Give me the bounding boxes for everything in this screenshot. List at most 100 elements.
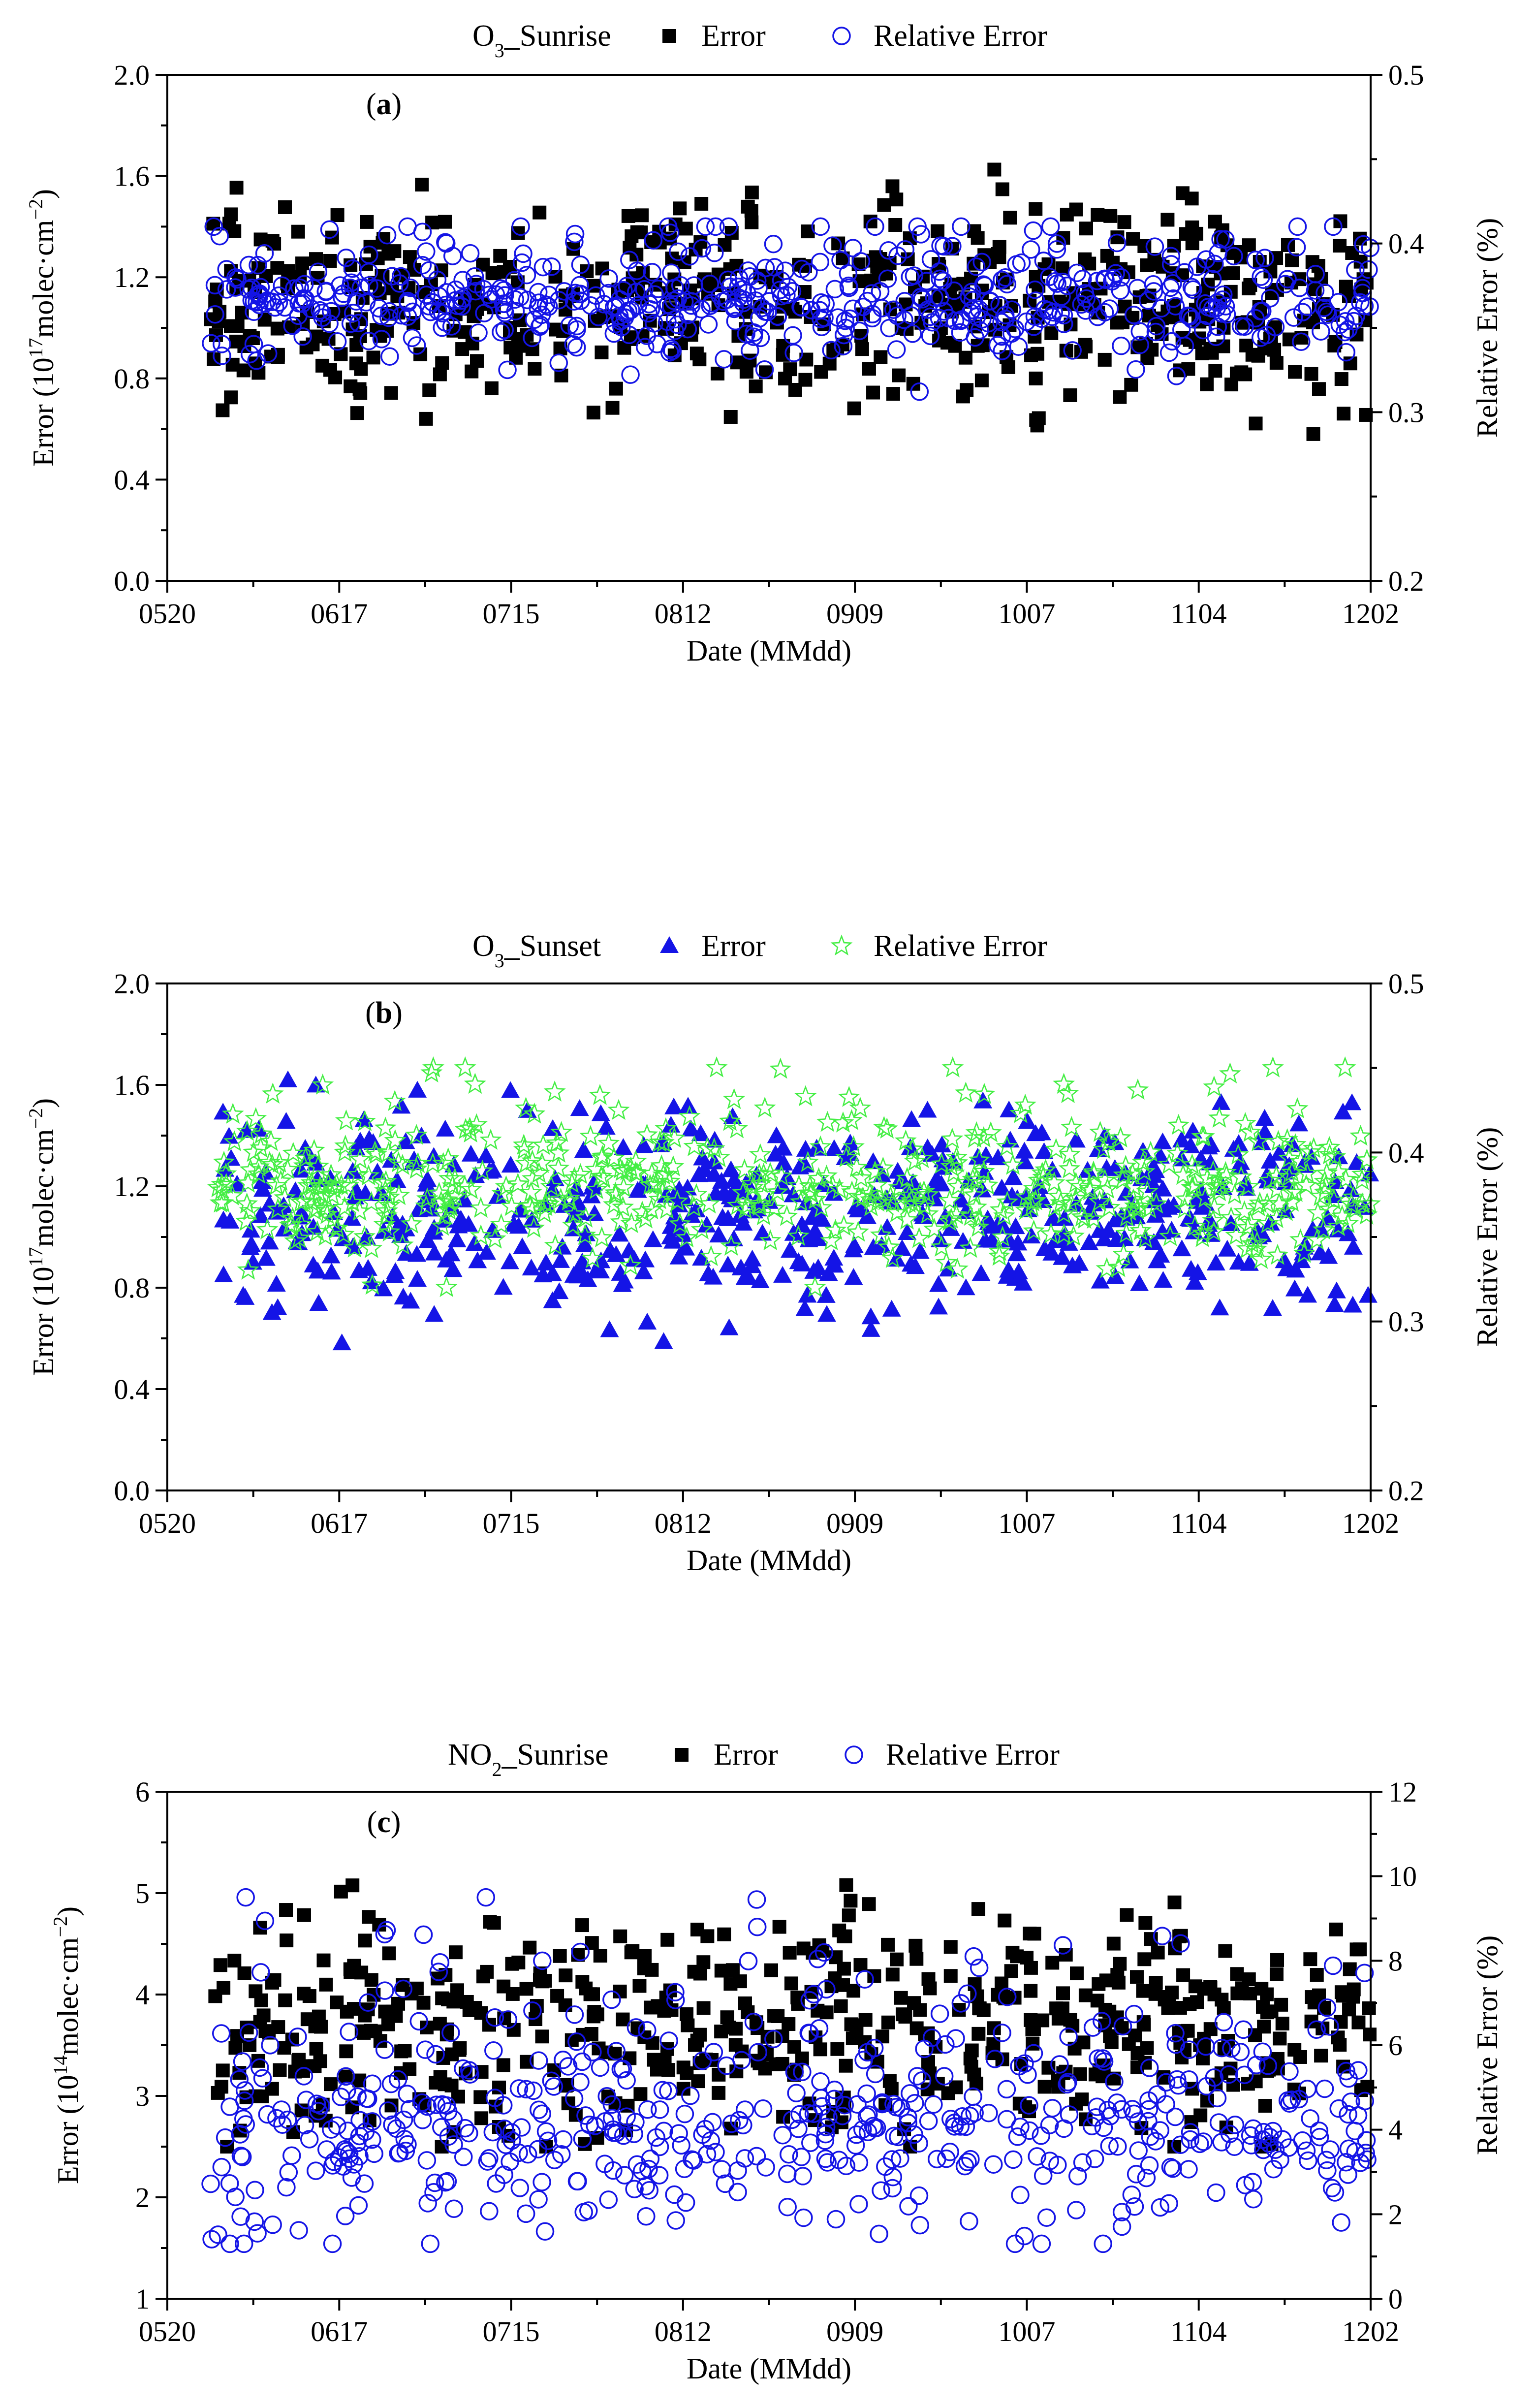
data-point	[951, 1994, 971, 2013]
data-point	[862, 362, 876, 376]
data-point	[1167, 1113, 1190, 1135]
data-point	[1208, 1169, 1230, 1191]
data-point	[1003, 211, 1017, 225]
data-point	[1166, 1142, 1189, 1163]
data-point	[744, 204, 758, 218]
panel-label: (a)	[366, 88, 402, 121]
data-point	[720, 1235, 743, 1256]
data-point	[1239, 1121, 1261, 1142]
data-point	[1258, 2099, 1272, 2113]
data-point	[542, 257, 561, 276]
data-point	[817, 1980, 836, 1999]
data-point	[419, 412, 433, 426]
data-point	[312, 1074, 334, 1095]
data-point	[1208, 1107, 1231, 1128]
data-point	[636, 338, 655, 357]
legend: O3_Sunset Error Relative Error	[472, 929, 1047, 972]
data-point	[922, 1144, 941, 1162]
data-point	[416, 1996, 431, 2010]
data-point	[415, 178, 429, 192]
data-point	[964, 1947, 983, 1966]
data-point	[653, 2081, 672, 2099]
data-point	[697, 2145, 717, 2164]
data-point	[279, 1070, 298, 1087]
data-point	[497, 265, 511, 279]
data-point	[680, 247, 699, 266]
data-point	[666, 1983, 685, 2001]
data-point	[597, 1132, 620, 1153]
data-point	[797, 1151, 819, 1172]
data-point	[1325, 1172, 1345, 1189]
data-point	[1287, 2043, 1302, 2057]
data-point	[590, 1165, 613, 1186]
data-point	[1034, 1142, 1054, 1159]
data-point	[866, 1173, 888, 1195]
data-point	[966, 328, 985, 347]
data-point	[673, 201, 687, 216]
data-point	[808, 1950, 827, 1968]
data-point	[930, 1230, 949, 1247]
data-point	[522, 1259, 541, 1276]
y-left-tick-label: 1.6	[114, 1069, 150, 1101]
data-point	[751, 328, 770, 348]
data-point	[204, 217, 223, 236]
data-point	[627, 283, 646, 301]
data-point	[813, 2097, 831, 2116]
y-right-tick-label: 0.2	[1388, 1475, 1424, 1507]
data-point	[510, 2179, 530, 2197]
data-point	[1201, 278, 1215, 292]
data-point	[1065, 1187, 1087, 1208]
data-point	[501, 2152, 519, 2171]
data-point	[1207, 1987, 1222, 2001]
data-point	[372, 330, 391, 349]
data-point	[1207, 2183, 1225, 2202]
data-point	[306, 2161, 325, 2180]
data-point	[1260, 2134, 1279, 2154]
legend-marker-relative-error	[832, 27, 851, 45]
data-point	[1273, 2031, 1287, 2046]
data-point	[1337, 2061, 1355, 2081]
data-point	[1323, 1956, 1343, 1975]
data-point	[408, 1270, 427, 1287]
data-point	[501, 1195, 523, 1216]
data-point	[887, 340, 906, 359]
data-point	[617, 2107, 636, 2126]
data-point	[650, 2137, 669, 2156]
data-point	[1303, 1952, 1317, 1966]
data-point	[1218, 1944, 1232, 1958]
data-point	[421, 302, 440, 321]
data-point	[1196, 250, 1216, 269]
data-point	[811, 2072, 830, 2091]
data-point	[334, 1141, 356, 1162]
data-point	[537, 1193, 560, 1214]
data-point	[961, 2150, 980, 2169]
data-point	[1269, 1967, 1284, 1981]
data-point	[655, 2122, 673, 2141]
data-point	[639, 1173, 661, 1195]
legend-title: O3_Sunset	[472, 929, 601, 972]
data-point	[443, 1260, 463, 1277]
data-point	[1125, 2004, 1144, 2024]
data-point	[1288, 217, 1307, 236]
data-point	[358, 1933, 372, 1948]
data-point	[1334, 1985, 1348, 1999]
data-point	[234, 2234, 253, 2253]
data-point	[465, 1113, 488, 1135]
data-point	[704, 1267, 723, 1285]
data-point	[640, 2181, 659, 2200]
x-tick-label: 0812	[655, 1507, 712, 1539]
data-point	[834, 325, 853, 345]
data-point	[801, 2133, 820, 2152]
data-point	[533, 2173, 551, 2191]
data-point	[550, 1121, 573, 1142]
data-point	[927, 1170, 946, 1187]
data-point	[437, 1147, 460, 1169]
data-point	[1069, 202, 1083, 217]
data-point	[453, 1174, 476, 1196]
data-point	[427, 2095, 446, 2114]
data-point	[1229, 1134, 1248, 1151]
data-point	[1072, 295, 1091, 314]
y-left-tick-label: 0.4	[114, 464, 150, 496]
data-point	[1334, 372, 1348, 386]
data-point	[239, 255, 258, 275]
